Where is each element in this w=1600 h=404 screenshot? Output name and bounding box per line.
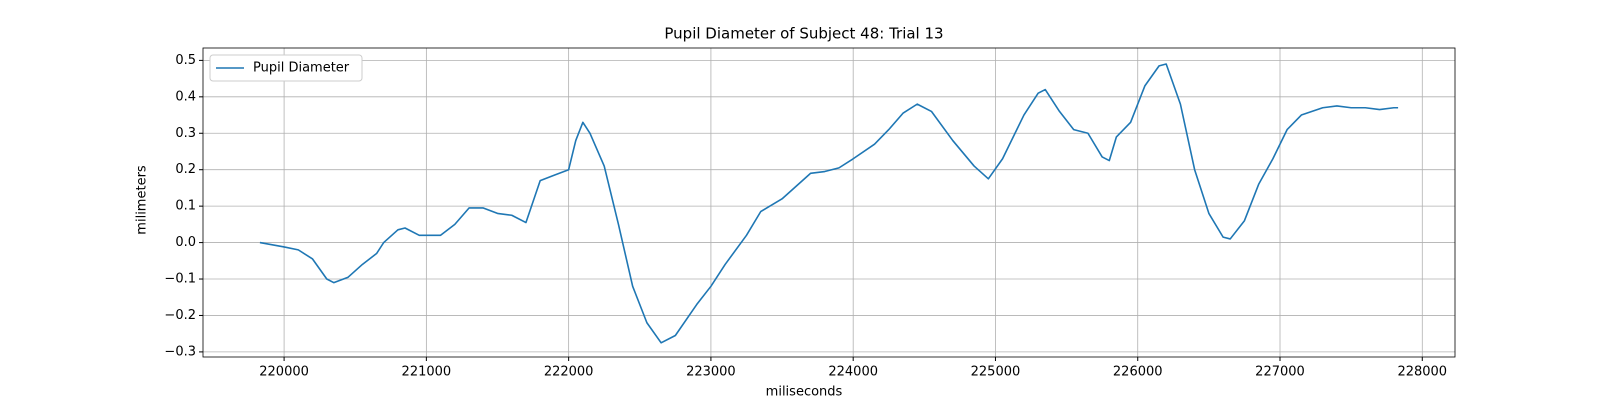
y-tick-label: −0.1 <box>164 272 196 287</box>
y-tick-label: −0.3 <box>164 344 196 359</box>
x-tick-label: 222000 <box>544 365 594 380</box>
x-axis-label: miliseconds <box>766 385 843 400</box>
y-tick-label: 0.2 <box>175 162 196 177</box>
y-tick-label: 0.0 <box>175 235 196 250</box>
y-axis-label: milimeters <box>135 165 150 235</box>
x-tick-label: 228000 <box>1397 365 1447 380</box>
y-tick-label: 0.1 <box>175 199 196 214</box>
x-tick-label: 225000 <box>971 365 1021 380</box>
x-tick-label: 221000 <box>402 365 452 380</box>
y-tick-label: 0.5 <box>175 53 196 68</box>
x-tick-label: 226000 <box>1113 365 1163 380</box>
x-tick-label: 223000 <box>686 365 736 380</box>
legend-label: Pupil Diameter <box>253 61 350 76</box>
x-tick-label: 224000 <box>828 365 878 380</box>
y-tick-label: 0.4 <box>175 89 196 104</box>
x-tick-label: 220000 <box>259 365 309 380</box>
y-tick-label: 0.3 <box>175 126 196 141</box>
chart-title: Pupil Diameter of Subject 48: Trial 13 <box>664 25 943 43</box>
plot-frame <box>202 47 1456 358</box>
legend-box <box>209 54 363 82</box>
x-tick-label: 227000 <box>1255 365 1305 380</box>
y-tick-label: −0.2 <box>164 308 196 323</box>
data-line <box>259 63 1399 344</box>
